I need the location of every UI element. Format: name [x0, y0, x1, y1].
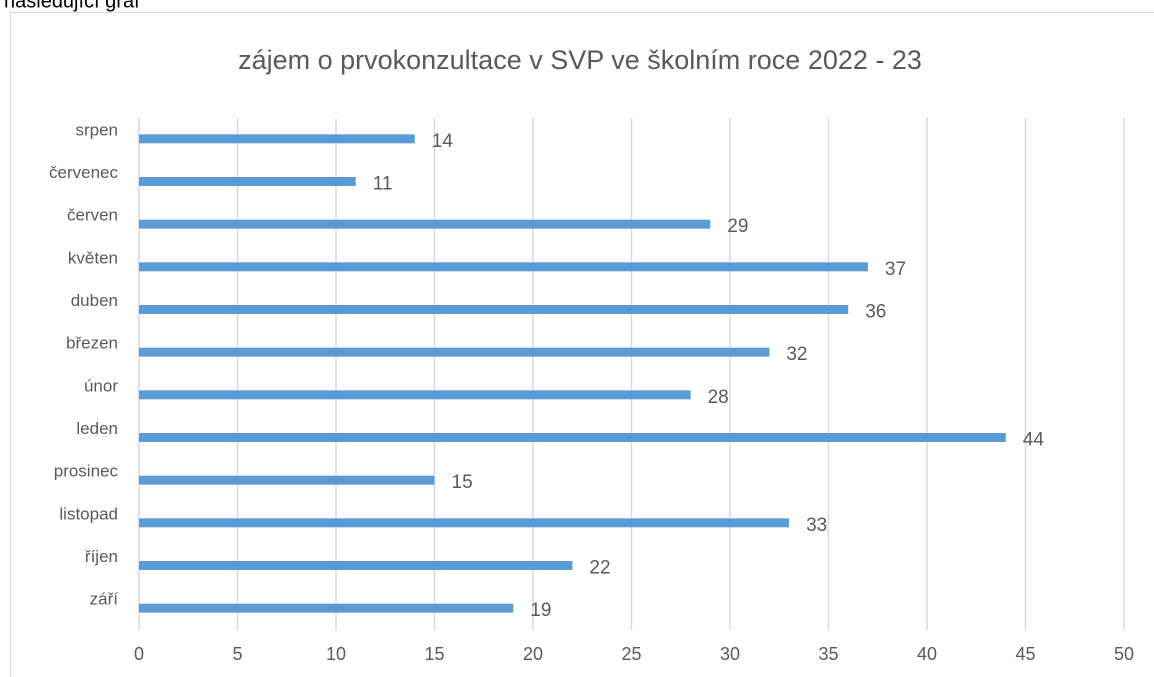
- bar: [139, 177, 356, 186]
- bar: [139, 219, 711, 229]
- value-label: 37: [885, 259, 906, 280]
- x-tick-label: 25: [621, 644, 641, 664]
- value-label: 22: [589, 558, 610, 579]
- x-tick-label: 35: [818, 644, 838, 664]
- value-label: 32: [786, 344, 807, 365]
- value-label: 44: [1023, 430, 1045, 451]
- value-label: 29: [727, 216, 748, 237]
- value-label: 11: [373, 174, 393, 195]
- bar: [139, 518, 790, 528]
- y-tick-label: srpen: [75, 120, 118, 139]
- bar: [139, 305, 849, 314]
- x-tick-label: 30: [720, 644, 740, 664]
- y-tick-label: květen: [68, 248, 118, 267]
- x-tick-label: 20: [523, 644, 543, 664]
- bar: [139, 347, 770, 357]
- y-tick-label: prosinec: [54, 462, 119, 481]
- y-tick-label: září: [90, 590, 119, 609]
- value-label: 14: [432, 131, 454, 152]
- x-tick-label: 0: [134, 644, 144, 664]
- x-tick-label: 15: [424, 644, 444, 664]
- value-label: 36: [865, 302, 886, 323]
- chart-title: zájem o prvokonzultace v SVP ve školním …: [238, 45, 922, 75]
- y-tick-label: říjen: [85, 547, 118, 566]
- value-label: 33: [806, 515, 827, 536]
- x-tick-label: 45: [1015, 644, 1035, 664]
- bar: [139, 561, 573, 570]
- y-tick-label: duben: [71, 291, 118, 310]
- caption: následující graf: [4, 0, 140, 12]
- value-label: 28: [708, 387, 729, 408]
- y-tick-label: leden: [76, 419, 118, 438]
- bar: [139, 603, 514, 613]
- y-tick-label: březen: [66, 334, 118, 353]
- chart-border: [10, 12, 1154, 677]
- y-tick-label: červen: [67, 206, 118, 225]
- x-tick-label: 5: [232, 644, 242, 664]
- x-tick-label: 50: [1114, 644, 1134, 664]
- bar: [139, 262, 868, 272]
- y-tick-label: únor: [84, 376, 118, 395]
- bar: [139, 390, 691, 400]
- bar: [139, 134, 415, 144]
- bar: [139, 475, 435, 485]
- x-tick-label: 10: [326, 644, 346, 664]
- y-tick-label: listopad: [59, 504, 118, 523]
- value-label: 19: [530, 600, 551, 621]
- bar: [139, 433, 1006, 442]
- x-tick-label: 40: [917, 644, 937, 664]
- y-tick-label: červenec: [49, 163, 118, 182]
- value-label: 15: [452, 472, 473, 493]
